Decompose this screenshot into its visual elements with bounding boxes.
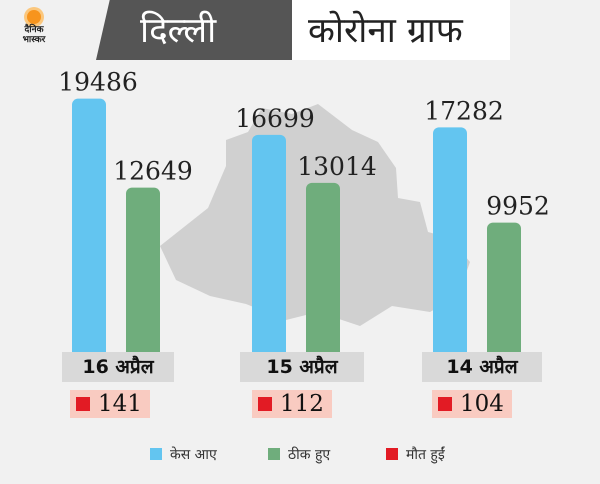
- title-city: दिल्ली: [140, 11, 217, 51]
- legend-swatch-deaths: [386, 447, 398, 460]
- category-label-1: 15 अप्रैल: [240, 352, 364, 382]
- chart-title: कोरोना ग्राफ: [308, 11, 463, 51]
- legend-label-deaths: मौत हुईं: [406, 447, 445, 463]
- bar-cases-0: [72, 98, 106, 358]
- legend-item-deaths: मौत हुईं: [386, 444, 445, 466]
- deaths-marker-icon: [438, 397, 452, 411]
- sun-icon: [27, 10, 41, 24]
- title-banner-left: [96, 0, 292, 60]
- deaths-value-2: 104: [460, 391, 504, 417]
- bar-value-cases-0: 19486: [58, 68, 138, 97]
- bar-recovered-2: [487, 222, 521, 358]
- deaths-value-1: 112: [280, 391, 324, 417]
- legend-item-recovered: ठीक हुए: [268, 444, 330, 466]
- legend-label-cases: केस आए: [170, 447, 217, 463]
- legend-swatch-cases: [150, 447, 162, 460]
- bar-recovered-1: [306, 182, 340, 358]
- bar-value-recovered-2: 9952: [486, 192, 550, 221]
- legend-item-cases: केस आए: [150, 444, 217, 466]
- deaths-box-1: 112: [252, 390, 332, 418]
- title-banner-right: [292, 0, 510, 60]
- bar-recovered-0: [126, 187, 160, 358]
- legend-label-recovered: ठीक हुए: [288, 447, 331, 463]
- deaths-marker-icon: [76, 397, 90, 411]
- deaths-marker-icon: [258, 397, 272, 411]
- dainik-bhaskar-logo: दैनिक भास्कर: [8, 10, 60, 50]
- bar-value-recovered-0: 12649: [113, 157, 193, 186]
- bar-cases-2: [433, 127, 467, 358]
- category-label-0: 16 अप्रैल: [62, 352, 174, 382]
- bar-value-cases-1: 16699: [235, 104, 315, 133]
- category-label-2: 14 अप्रैल: [422, 352, 542, 382]
- logo-line-2: भास्कर: [22, 35, 46, 45]
- bar-value-cases-2: 17282: [424, 96, 504, 125]
- deaths-box-2: 104: [432, 390, 512, 418]
- deaths-value-0: 141: [98, 391, 142, 417]
- deaths-box-0: 141: [70, 390, 150, 418]
- legend-swatch-recovered: [268, 447, 280, 460]
- bar-cases-1: [252, 134, 286, 358]
- bar-value-recovered-1: 13014: [297, 152, 377, 181]
- logo-line-1: दैनिक: [24, 25, 44, 35]
